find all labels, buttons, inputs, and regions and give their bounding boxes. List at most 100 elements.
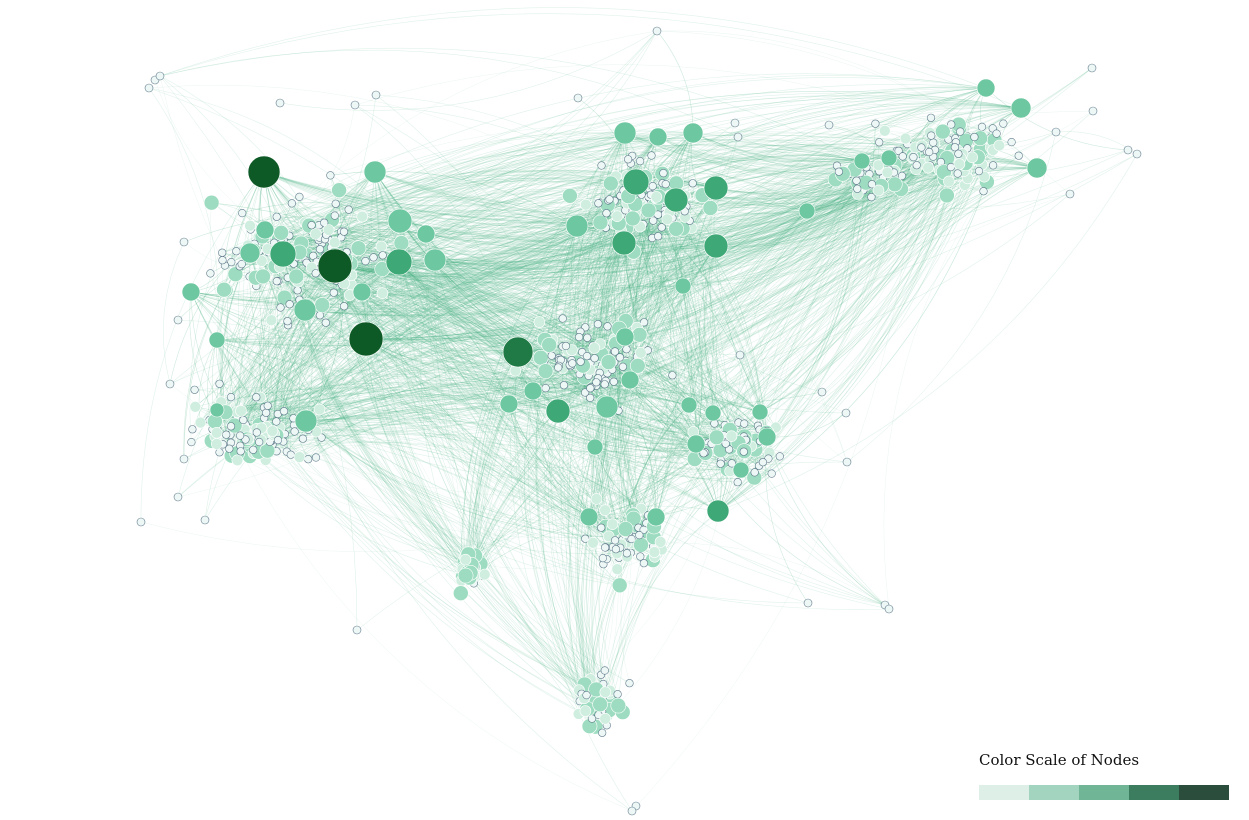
graph-node[interactable] — [611, 210, 624, 222]
graph-node[interactable] — [339, 227, 349, 236]
graph-node[interactable] — [592, 378, 601, 387]
graph-node[interactable] — [1014, 151, 1023, 160]
graph-node[interactable] — [953, 169, 962, 178]
graph-node[interactable] — [580, 198, 592, 211]
graph-hub-node[interactable] — [209, 402, 225, 418]
graph-node[interactable] — [853, 184, 862, 193]
graph-hub-node[interactable] — [853, 152, 871, 170]
graph-node[interactable] — [541, 384, 550, 393]
graph-hub-node[interactable] — [416, 224, 436, 244]
graph-node[interactable] — [898, 152, 907, 161]
graph-hub-node[interactable] — [622, 168, 650, 196]
graph-node[interactable] — [307, 221, 316, 230]
graph-node[interactable] — [452, 585, 469, 602]
graph-node[interactable] — [650, 191, 663, 203]
graph-node[interactable] — [631, 326, 648, 343]
graph-hub-node[interactable] — [615, 327, 635, 347]
graph-node[interactable] — [633, 537, 649, 553]
graph-node[interactable] — [173, 492, 183, 502]
graph-node[interactable] — [561, 341, 571, 351]
graph-node[interactable] — [244, 219, 256, 232]
graph-node[interactable] — [593, 320, 603, 329]
graph-hub-node[interactable] — [680, 396, 698, 414]
graph-node[interactable] — [625, 510, 642, 527]
graph-node[interactable] — [917, 143, 926, 152]
graph-node[interactable] — [173, 315, 183, 325]
graph-node[interactable] — [592, 696, 608, 713]
graph-node[interactable] — [599, 712, 612, 725]
graph-node[interactable] — [735, 350, 745, 360]
graph-node[interactable] — [597, 523, 606, 532]
graph-hub-node[interactable] — [976, 78, 996, 98]
graph-node[interactable] — [649, 216, 658, 225]
graph-node[interactable] — [222, 430, 231, 439]
graph-node[interactable] — [579, 705, 592, 717]
graph-node[interactable] — [249, 445, 258, 454]
graph-node[interactable] — [602, 209, 611, 218]
graph-node[interactable] — [263, 401, 272, 410]
graph-node[interactable] — [255, 268, 271, 285]
graph-node[interactable] — [970, 132, 979, 142]
graph-node[interactable] — [594, 199, 603, 208]
graph-node[interactable] — [622, 549, 632, 558]
graph-node[interactable] — [1007, 138, 1016, 147]
graph-node[interactable] — [629, 357, 646, 374]
graph-node[interactable] — [286, 450, 295, 459]
graph-node[interactable] — [293, 286, 302, 295]
graph-node[interactable] — [304, 455, 313, 464]
graph-node[interactable] — [369, 253, 378, 262]
graph-node[interactable] — [867, 180, 877, 189]
graph-hub-node[interactable] — [208, 331, 226, 349]
graph-node[interactable] — [226, 422, 236, 431]
graph-node[interactable] — [881, 166, 894, 179]
graph-node[interactable] — [925, 147, 934, 157]
graph-node[interactable] — [953, 158, 966, 170]
graph-node[interactable] — [144, 83, 154, 93]
graph-hub-node[interactable] — [523, 381, 543, 401]
graph-node[interactable] — [979, 187, 988, 196]
graph-node[interactable] — [625, 679, 634, 688]
graph-node[interactable] — [350, 240, 367, 256]
graph-node[interactable] — [232, 247, 241, 256]
graph-node[interactable] — [568, 359, 577, 368]
graph-node[interactable] — [288, 268, 305, 285]
graph-node[interactable] — [647, 151, 656, 160]
graph-hub-node[interactable] — [385, 248, 413, 276]
graph-node[interactable] — [190, 385, 199, 394]
graph-node[interactable] — [236, 431, 245, 440]
graph-hub-node[interactable] — [703, 233, 729, 259]
graph-node[interactable] — [609, 377, 618, 386]
graph-node[interactable] — [909, 153, 918, 162]
graph-node[interactable] — [611, 545, 621, 554]
graph-node[interactable] — [165, 379, 175, 389]
graph-node[interactable] — [610, 697, 627, 714]
graph-node[interactable] — [627, 534, 636, 544]
graph-node[interactable] — [558, 314, 567, 323]
graph-node[interactable] — [541, 337, 558, 353]
graph-hub-node[interactable] — [423, 248, 447, 272]
graph-node[interactable] — [266, 425, 279, 437]
graph-node[interactable] — [262, 408, 271, 417]
graph-node[interactable] — [661, 180, 670, 189]
graph-node[interactable] — [225, 444, 234, 453]
graph-hub-node[interactable] — [706, 499, 730, 523]
graph-node[interactable] — [236, 447, 245, 456]
graph-node[interactable] — [200, 515, 210, 525]
graph-hub-node[interactable] — [674, 277, 692, 295]
graph-node[interactable] — [255, 437, 264, 447]
graph-node[interactable] — [927, 131, 936, 140]
graph-node[interactable] — [739, 447, 748, 456]
graph-node[interactable] — [871, 119, 880, 128]
graph-node[interactable] — [457, 567, 474, 584]
graph-node[interactable] — [600, 543, 610, 552]
graph-node[interactable] — [1088, 106, 1098, 116]
graph-node[interactable] — [688, 179, 697, 188]
graph-hub-node[interactable] — [704, 404, 722, 422]
graph-node[interactable] — [600, 380, 609, 389]
graph-hub-node[interactable] — [880, 149, 898, 167]
graph-node[interactable] — [598, 728, 607, 737]
graph-node[interactable] — [600, 666, 609, 675]
graph-node[interactable] — [226, 393, 236, 402]
graph-hub-node[interactable] — [387, 208, 413, 234]
graph-node[interactable] — [1065, 189, 1075, 199]
